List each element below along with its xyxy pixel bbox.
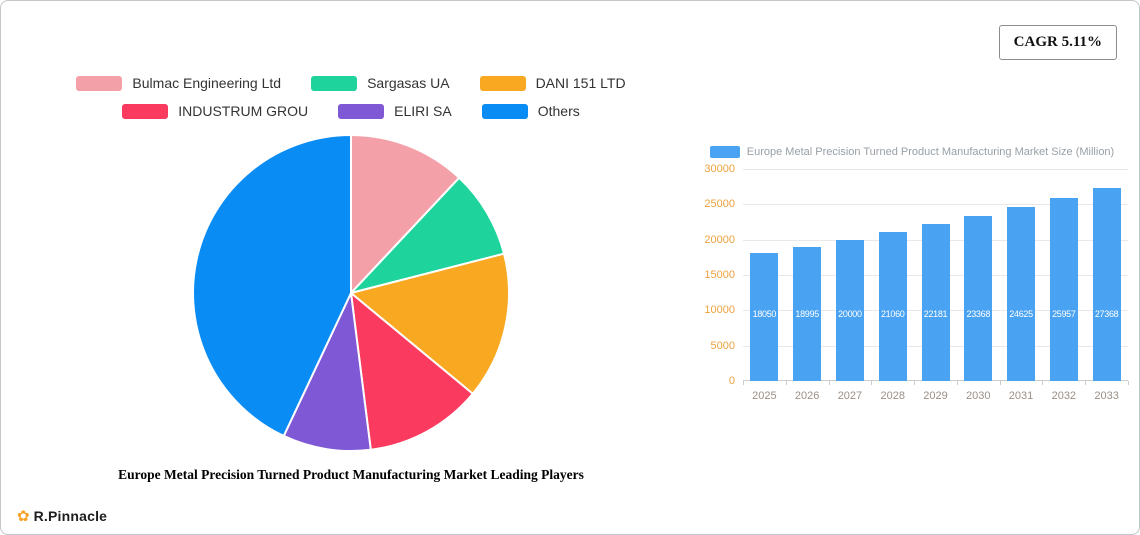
legend-label: Bulmac Engineering Ltd — [132, 75, 282, 91]
legend-swatch — [311, 75, 358, 91]
bar-legend-swatch — [709, 146, 740, 158]
bar-value-label: 20000 — [838, 309, 862, 319]
gridline — [743, 169, 1128, 170]
cagr-badge: CAGR 5.11% — [998, 25, 1117, 60]
bar-value-label: 23368 — [966, 309, 991, 319]
pie-slice-sargasas-ua[interactable] — [350, 176, 506, 294]
y-axis-tick-label: 20000 — [704, 233, 735, 246]
legend-swatch — [122, 103, 169, 119]
x-axis-tick — [1085, 381, 1087, 385]
bar-value-label: 18995 — [795, 309, 819, 319]
legend-item-others[interactable]: Others — [481, 103, 580, 119]
gridline — [743, 204, 1128, 206]
bar-plot: 0 5000 10000 15000 20000 25000 30000 18050 2025 1… — [704, 163, 1129, 402]
y-axis-tick-label: 25000 — [704, 198, 735, 211]
bar-value-label: 25957 — [1052, 309, 1076, 319]
bar-2031[interactable]: 24625 — [1007, 206, 1036, 381]
pie-slice-bulmac-engineering-ltd[interactable] — [350, 134, 461, 294]
x-axis-tick — [999, 381, 1001, 385]
flower-icon: ✿ — [17, 507, 30, 525]
x-axis-tick-label: 2026 — [794, 390, 820, 402]
pie-legend: Bulmac Engineering Ltd Sargasas UA DANI 15… — [21, 75, 681, 119]
bar-2029[interactable]: 22181 — [921, 224, 950, 381]
x-axis-tick-label: 2027 — [837, 390, 863, 402]
legend-label: Others — [537, 103, 580, 119]
pie-slice-eliri-sa[interactable] — [282, 292, 372, 452]
pie-chart-title: Europe Metal Precision Turned Product Ma… — [118, 467, 584, 482]
brand-logo: ✿ R.Pinnacle — [17, 508, 107, 524]
legend-swatch — [479, 75, 526, 91]
y-axis-tick-label: 30000 — [704, 163, 735, 175]
x-axis-tick — [1042, 381, 1044, 385]
y-axis-tick-label: 10000 — [704, 304, 735, 317]
bar-2032[interactable]: 25957 — [1049, 197, 1078, 381]
x-axis-tick — [828, 381, 830, 385]
bar-2028[interactable]: 21060 — [878, 232, 907, 381]
x-axis-tick-label: 2031 — [1008, 390, 1034, 402]
bar-value-label: 21060 — [880, 309, 905, 319]
pie-slice-others[interactable] — [192, 134, 352, 437]
x-axis-tick — [914, 381, 916, 385]
pie-slice-dani-151-ltd[interactable] — [350, 252, 511, 395]
x-axis-tick — [871, 381, 873, 385]
legend-swatch — [481, 103, 528, 119]
x-axis-tick-label: 2029 — [923, 390, 948, 402]
pie-legend-row-1: Bulmac Engineering Ltd Sargasas UA DANI 15… — [76, 75, 626, 91]
bar-chart-section: Europe Metal Precision Turned Product Ma… — [696, 146, 1129, 402]
legend-label: ELIRI SA — [394, 103, 452, 119]
x-axis-tick — [956, 381, 958, 385]
legend-swatch — [76, 75, 123, 91]
pie-chart-section: Bulmac Engineering Ltd Sargasas UA DANI 15… — [21, 75, 681, 483]
bar-2026[interactable]: 18995 — [793, 246, 822, 381]
brand-name: R.Pinnacle — [33, 508, 108, 524]
x-axis-tick — [785, 381, 787, 385]
pie-legend-row-2: INDUSTRUM GROU ELIRI SA Others — [122, 103, 580, 119]
x-axis-tick-label: 2033 — [1094, 390, 1119, 402]
bar-legend-label: Europe Metal Precision Turned Product Ma… — [746, 146, 1115, 158]
legend-item-bulmac-engineering-ltd[interactable]: Bulmac Engineering Ltd — [76, 75, 281, 91]
bar-2027[interactable]: 20000 — [835, 239, 864, 381]
bar-value-label: 24625 — [1009, 309, 1033, 319]
legend-item-sargasas-ua[interactable]: Sargasas UA — [311, 75, 450, 91]
y-axis-tick-label: 0 — [728, 375, 735, 387]
legend-item-industrum-grou[interactable]: INDUSTRUM GROU — [122, 103, 308, 119]
x-axis-tick-label: 2025 — [752, 390, 777, 402]
y-axis-tick-label: 15000 — [704, 269, 735, 281]
bar-legend-item[interactable]: Europe Metal Precision Turned Product Ma… — [696, 146, 1128, 158]
pie-slice-industrum-grou[interactable] — [350, 292, 474, 451]
bar-2030[interactable]: 23368 — [964, 215, 993, 381]
bar-2025[interactable]: 18050 — [750, 253, 779, 381]
y-axis-tick-label: 5000 — [710, 339, 735, 352]
legend-item-eliri-sa[interactable]: ELIRI SA — [338, 103, 452, 119]
x-axis-tick — [743, 381, 744, 385]
x-axis-tick-label: 2028 — [880, 390, 905, 402]
legend-swatch — [338, 103, 385, 119]
x-axis-tick-label: 2032 — [1051, 390, 1077, 402]
legend-label: Sargasas UA — [367, 75, 450, 91]
legend-item-dani-151-ltd[interactable]: DANI 151 LTD — [479, 75, 626, 91]
bar-value-label: 27368 — [1094, 309, 1119, 319]
bar-value-label: 18050 — [752, 309, 777, 319]
x-axis-tick — [1128, 381, 1129, 385]
legend-label: DANI 151 LTD — [535, 75, 626, 91]
x-axis-tick-label: 2030 — [966, 390, 991, 402]
legend-label: INDUSTRUM GROU — [178, 103, 309, 119]
bar-2033[interactable]: 27368 — [1092, 187, 1121, 381]
bar-value-label: 22181 — [923, 309, 948, 319]
pie-chart — [192, 134, 511, 452]
